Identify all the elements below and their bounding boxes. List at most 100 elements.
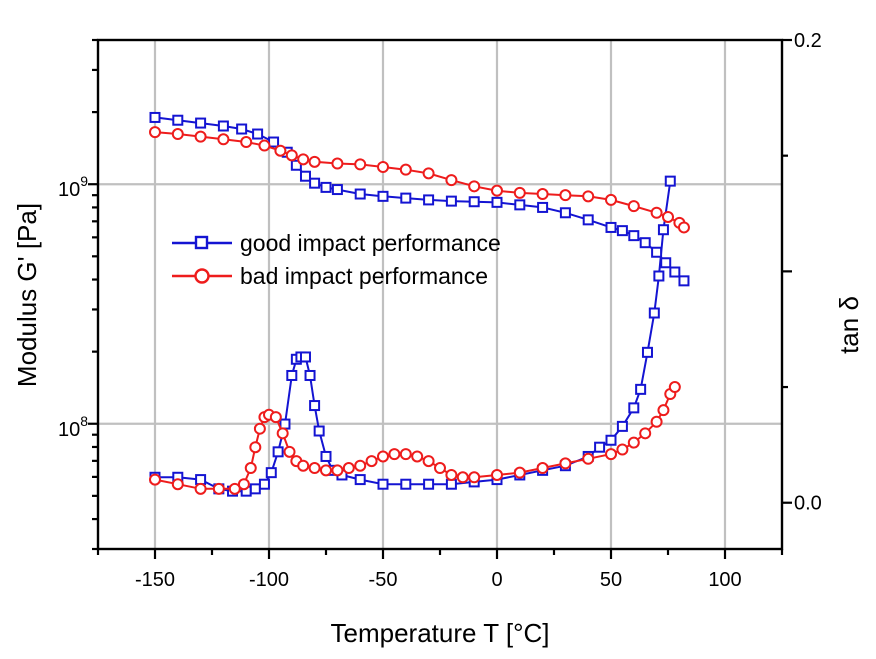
data-point-circle [377, 160, 389, 173]
y-axis-title: Modulus G' [Pa] [12, 203, 42, 387]
data-point-circle [308, 155, 321, 168]
data-point-square [635, 383, 647, 395]
legend-entry-good: good impact performance [172, 230, 501, 256]
data-point-square [669, 266, 681, 278]
tan-delta-series [149, 175, 681, 497]
y2-tick-labels: 0.2 0.0 [794, 30, 822, 515]
data-point-square [354, 188, 366, 200]
data-point-square [172, 114, 184, 126]
data-point-square [195, 474, 207, 486]
data-point-square [236, 123, 248, 135]
series-good-modulus [149, 111, 690, 287]
data-point-circle [650, 415, 663, 428]
axis-ticks [88, 38, 792, 559]
data-point-circle [354, 158, 367, 171]
legend-label-good: good impact performance [240, 230, 501, 256]
data-point-square [313, 425, 325, 437]
data-point-square [582, 214, 594, 226]
data-point-circle [149, 126, 161, 139]
data-point-circle [468, 471, 481, 484]
data-point-circle [320, 464, 332, 477]
data-point-square [664, 175, 676, 187]
data-point-square [605, 434, 617, 446]
data-point-circle [605, 193, 617, 206]
data-point-square [320, 181, 332, 193]
x-tick-label: -50 [369, 569, 398, 591]
x-tick-label: -100 [249, 569, 289, 591]
data-point-circle [171, 478, 184, 491]
data-point-square [320, 450, 332, 462]
data-point-square [217, 120, 229, 132]
data-point-square [290, 159, 302, 171]
data-point-circle [559, 457, 572, 470]
data-point-square [258, 478, 270, 490]
data-point-circle [244, 462, 257, 475]
legend-entry-bad: bad impact performance [172, 263, 488, 289]
data-point-circle [559, 189, 572, 202]
data-point-square [249, 483, 261, 495]
data-point-circle [468, 180, 481, 193]
data-point-square [265, 467, 277, 479]
data-point-square [491, 196, 503, 208]
data-point-circle [285, 149, 298, 162]
data-point-circle [491, 468, 503, 481]
data-point-square [594, 441, 606, 453]
data-point-circle [399, 163, 412, 176]
data-point-circle [536, 188, 549, 201]
data-point-circle [194, 482, 207, 495]
data-point-circle [605, 448, 617, 461]
data-point-circle [627, 200, 640, 213]
data-point-square [657, 224, 669, 236]
data-point-square [195, 117, 207, 129]
data-point-square [286, 369, 298, 381]
data-point-circle [582, 190, 595, 203]
grid [98, 40, 782, 549]
data-point-square [678, 275, 690, 287]
y-tick-labels: 109 108 [58, 173, 88, 441]
data-point-circle [342, 462, 355, 475]
data-point-circle [331, 157, 344, 170]
data-point-circle [354, 459, 367, 472]
series-bad-tan-delta [149, 381, 681, 495]
data-point-circle [513, 466, 526, 479]
data-point-circle [422, 167, 435, 180]
data-point-square [309, 177, 321, 189]
legend-marker-circle [194, 268, 210, 284]
data-point-circle [149, 473, 161, 486]
data-point-square [648, 307, 660, 319]
data-point-circle [212, 482, 225, 495]
data-point-circle [249, 441, 262, 454]
data-point-circle [399, 448, 412, 461]
y2-tick-label: 0.2 [794, 30, 822, 52]
data-point-circle [582, 452, 595, 465]
data-point-circle [639, 427, 652, 440]
data-point-circle [388, 448, 401, 461]
data-point-square [272, 446, 284, 458]
data-point-circle [194, 130, 207, 143]
data-point-square [628, 230, 640, 242]
y2-axis-title: tan δ [834, 296, 864, 354]
data-point-square [445, 478, 457, 490]
data-point-square [423, 478, 435, 490]
series-line [154, 131, 685, 229]
y-tick-label: 109 [58, 173, 88, 201]
x-tick-label: -150 [135, 569, 175, 591]
data-point-square [660, 257, 672, 269]
data-point-circle [668, 381, 681, 394]
y-tick-label: 108 [58, 413, 88, 441]
data-point-square [641, 346, 653, 358]
data-point-circle [456, 471, 469, 484]
data-point-square [628, 402, 640, 414]
data-point-circle [377, 450, 389, 463]
data-point-circle [411, 450, 424, 463]
data-point-circle [274, 144, 287, 157]
data-point-square [279, 418, 291, 430]
data-point-circle [269, 411, 282, 424]
data-point-circle [422, 455, 435, 468]
data-point-square [304, 369, 316, 381]
series-line [154, 386, 676, 490]
data-point-circle [627, 436, 640, 449]
data-point-square [605, 221, 617, 233]
data-point-square [537, 201, 549, 213]
